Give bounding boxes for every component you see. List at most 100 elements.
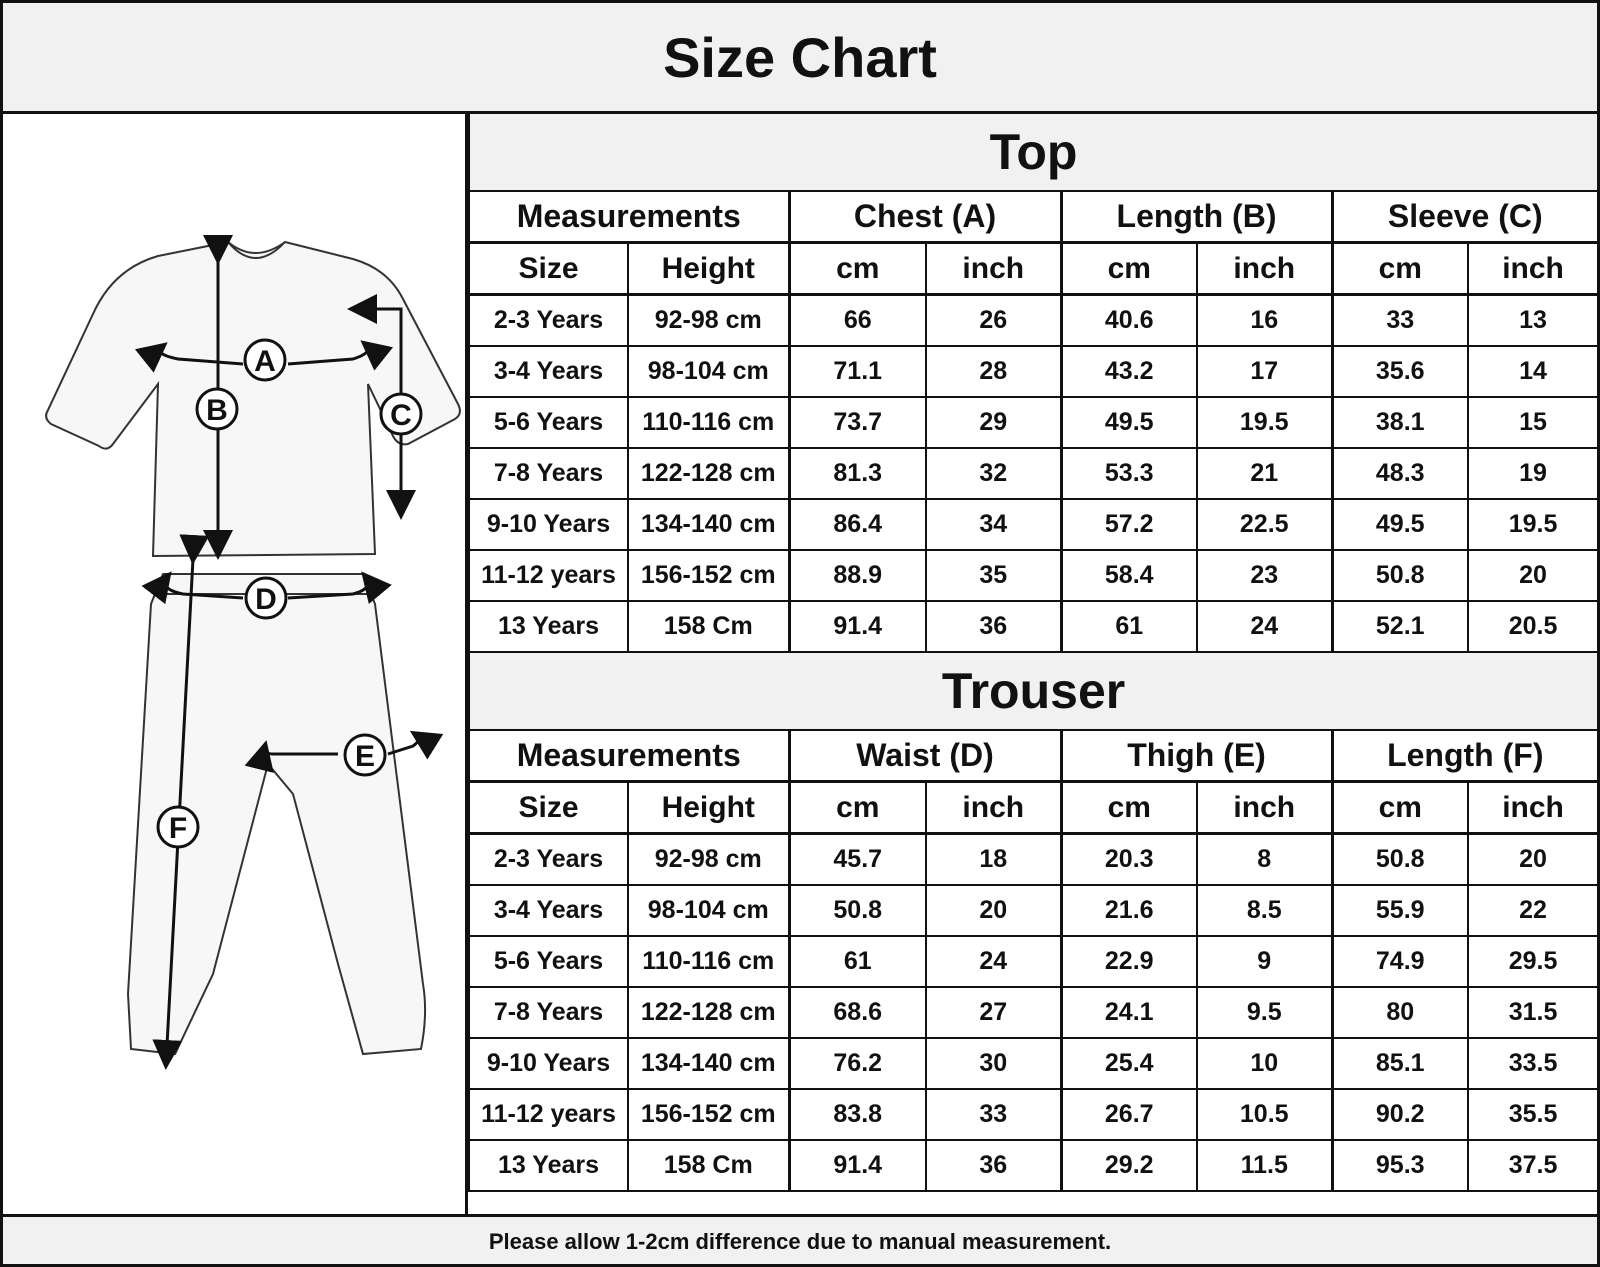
table-cell: 61	[787, 935, 927, 988]
table-cell: 49.5	[1059, 396, 1198, 449]
table-cell: 9-10 Years	[468, 498, 629, 551]
label-e-icon: E	[343, 733, 387, 777]
table-cell: 20.3	[1059, 832, 1198, 886]
table-cell: 21.6	[1059, 884, 1198, 937]
table-cell: 9-10 Years	[468, 1037, 629, 1090]
table-row: 11-12 years 156-152 cm 83.8 33 26.7 10.5 90.2 3…	[468, 1088, 1597, 1141]
table-cell: 34	[925, 498, 1062, 551]
table-cell: 13	[1466, 293, 1597, 347]
table-cell: 2-3 Years	[468, 832, 629, 886]
group-header: Measurements	[468, 729, 790, 783]
table-cell: 16	[1196, 293, 1333, 347]
table-cell: 14	[1466, 345, 1597, 398]
pajama-diagram: A B C D E F	[45, 235, 461, 1070]
table-cell: 32	[925, 447, 1062, 500]
table-cell: 122-128 cm	[627, 986, 790, 1039]
table-cell: 156-152 cm	[627, 1088, 790, 1141]
table-cell: 33.5	[1466, 1037, 1597, 1090]
table-cell: 49.5	[1330, 498, 1469, 551]
table-cell: 17	[1196, 345, 1333, 398]
table-cell: 27	[925, 986, 1062, 1039]
table-cell: 36	[925, 1139, 1062, 1192]
table-cell: 86.4	[787, 498, 927, 551]
table-cell: 5-6 Years	[468, 396, 629, 449]
table-cell: 23	[1196, 549, 1333, 602]
table-row: 7-8 Years 122-128 cm 81.3 32 53.3 21 48.3 19	[468, 447, 1597, 500]
table-cell: 110-116 cm	[627, 935, 790, 988]
table-cell: 20	[1466, 549, 1597, 602]
table-row: 7-8 Years 122-128 cm 68.6 27 24.1 9.5 80 31.5	[468, 986, 1597, 1039]
table-row: 5-6 Years 110-116 cm 73.7 29 49.5 19.5 38.1 15	[468, 396, 1597, 449]
table-cell: 53.3	[1059, 447, 1198, 500]
table-cell: 90.2	[1330, 1088, 1469, 1141]
table-cell: 58.4	[1059, 549, 1198, 602]
table-cell: 92-98 cm	[627, 832, 790, 886]
table-cell: 80	[1330, 986, 1469, 1039]
table-cell: 158 Cm	[627, 600, 790, 653]
column-header: inch	[1466, 241, 1597, 296]
svg-text:C: C	[390, 399, 412, 432]
group-header: Length (F)	[1330, 729, 1597, 783]
table-cell: 15	[1466, 396, 1597, 449]
label-f-icon: F	[156, 805, 200, 849]
table-cell: 22.5	[1196, 498, 1333, 551]
table-cell: 33	[1330, 293, 1469, 347]
svg-text:D: D	[255, 583, 277, 616]
table-cell: 55.9	[1330, 884, 1469, 937]
group-header: Thigh (E)	[1059, 729, 1333, 783]
table-cell: 95.3	[1330, 1139, 1469, 1192]
table-cell: 33	[925, 1088, 1062, 1141]
table-cell: 76.2	[787, 1037, 927, 1090]
table-cell: 81.3	[787, 447, 927, 500]
column-header: cm	[1059, 241, 1198, 296]
table-cell: 29.2	[1059, 1139, 1198, 1192]
column-header: inch	[925, 241, 1062, 296]
table-cell: 19.5	[1466, 498, 1597, 551]
table-cell: 52.1	[1330, 600, 1469, 653]
svg-text:B: B	[206, 394, 228, 427]
table-cell: 50.8	[787, 884, 927, 937]
table-cell: 57.2	[1059, 498, 1198, 551]
table-cell: 45.7	[787, 832, 927, 886]
table-cell: 9	[1196, 935, 1333, 988]
svg-text:F: F	[169, 812, 187, 845]
table-cell: 22	[1466, 884, 1597, 937]
table-cell: 43.2	[1059, 345, 1198, 398]
column-header: inch	[925, 780, 1062, 835]
column-header: Size	[468, 241, 629, 296]
table-cell: 28	[925, 345, 1062, 398]
column-header: cm	[787, 241, 927, 296]
table-cell: 50.8	[1330, 549, 1469, 602]
measurement-note: Please allow 1-2cm difference due to man…	[3, 1214, 1597, 1264]
table-cell: 19	[1466, 447, 1597, 500]
table-row: 11-12 years 156-152 cm 88.9 35 58.4 23 50.8 20	[468, 549, 1597, 602]
table-cell: 122-128 cm	[627, 447, 790, 500]
table-row: 5-6 Years 110-116 cm 61 24 22.9 9 74.9 29.5	[468, 935, 1597, 988]
label-b-icon: B	[195, 387, 239, 431]
table-cell: 2-3 Years	[468, 293, 629, 347]
page-title: Size Chart	[3, 3, 1597, 114]
table-cell: 156-152 cm	[627, 549, 790, 602]
table-cell: 73.7	[787, 396, 927, 449]
table-cell: 9.5	[1196, 986, 1333, 1039]
svg-text:E: E	[355, 740, 375, 773]
table-cell: 91.4	[787, 600, 927, 653]
table-cell: 5-6 Years	[468, 935, 629, 988]
table-cell: 158 Cm	[627, 1139, 790, 1192]
table-cell: 50.8	[1330, 832, 1469, 886]
label-d-icon: D	[244, 576, 288, 620]
table-cell: 110-116 cm	[627, 396, 790, 449]
table-cell: 35	[925, 549, 1062, 602]
label-a-icon: A	[243, 338, 287, 382]
trouser-section-title: Trouser	[467, 652, 1597, 731]
column-header: Height	[627, 780, 790, 835]
table-row: 3-4 Years 98-104 cm 50.8 20 21.6 8.5 55.9 22	[468, 884, 1597, 937]
column-header: cm	[787, 780, 927, 835]
table-cell: 29.5	[1466, 935, 1597, 988]
table-cell: 37.5	[1466, 1139, 1597, 1192]
column-header: Size	[468, 780, 629, 835]
table-cell: 88.9	[787, 549, 927, 602]
table-cell: 30	[925, 1037, 1062, 1090]
table-cell: 26	[925, 293, 1062, 347]
